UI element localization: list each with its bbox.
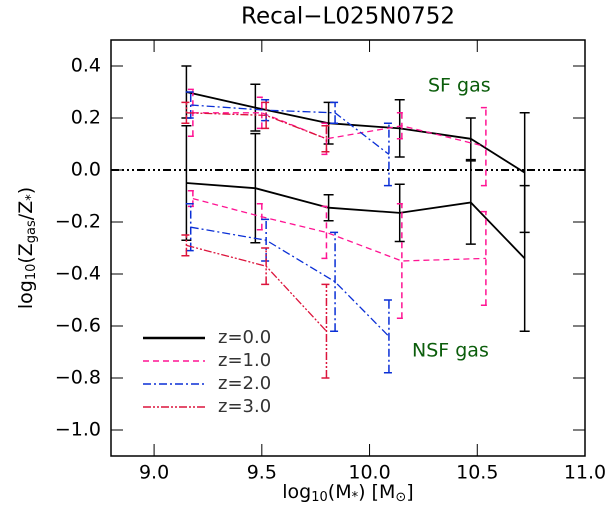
error-bar: [321, 283, 332, 379]
error-bar: [330, 231, 341, 332]
x-tick-label: 11.0: [564, 462, 606, 484]
x-tick-label: 9.0: [139, 462, 169, 484]
error-bar: [321, 125, 332, 153]
error-bar: [330, 101, 341, 124]
label-part: 10: [24, 264, 39, 281]
error-bar: [181, 101, 192, 124]
x-label: log10(M*) [M⊙]: [282, 481, 413, 505]
error-bar: [321, 205, 332, 260]
y-tick-label: 0.0: [71, 159, 101, 181]
error-bar: [185, 203, 196, 252]
label-part: log: [282, 481, 311, 503]
label-part: /Z: [15, 201, 37, 220]
x-tick-label: 10.0: [348, 462, 390, 484]
error-bar: [261, 247, 272, 286]
legend-label: z=1.0: [218, 350, 271, 371]
error-bar: [480, 106, 491, 187]
error-bar: [323, 193, 334, 222]
x-tick-label: 10.5: [456, 462, 498, 484]
label-part: (M: [328, 481, 352, 503]
error-bar: [465, 117, 476, 161]
legend-label: z=2.0: [218, 373, 271, 394]
series-line: [186, 244, 327, 332]
error-bar: [181, 234, 192, 257]
error-bar: [256, 203, 267, 231]
x-tick-label: 9.5: [247, 462, 277, 484]
legend-label: z=3.0: [218, 396, 271, 417]
error-bar: [250, 132, 261, 244]
error-bar: [396, 112, 407, 140]
y-tick-label: 0.4: [71, 55, 101, 77]
series-line: [190, 104, 390, 155]
label-part: (Z: [15, 243, 37, 263]
label-part: ) [M: [358, 481, 395, 503]
label-part: gas: [24, 220, 39, 243]
annotation: NSF gas: [412, 340, 489, 362]
chart-title: Recal−L025N0752: [241, 4, 455, 30]
error-bar: [261, 101, 272, 130]
label-part: log: [15, 280, 37, 309]
series-line: [192, 112, 487, 148]
error-bar: [396, 203, 407, 319]
label-part: ): [15, 187, 37, 194]
label-part: *: [352, 490, 359, 505]
annotation: SF gas: [428, 75, 491, 97]
y-tick-label: −0.6: [55, 315, 101, 337]
error-bar: [465, 160, 476, 245]
series-line: [190, 226, 390, 337]
error-bar: [480, 210, 491, 306]
error-bar: [394, 183, 405, 243]
y-tick-label: −0.4: [55, 263, 101, 285]
series-line: [186, 182, 526, 260]
legend-label: z=0.0: [218, 327, 271, 348]
y-tick-label: −1.0: [55, 419, 101, 441]
y-tick-label: −0.8: [55, 367, 101, 389]
label-part: *: [24, 194, 39, 201]
y-label: log10(Zgas/Z*): [15, 187, 39, 309]
error-bar: [383, 299, 394, 374]
error-bar: [185, 91, 196, 119]
error-bar: [383, 122, 394, 187]
error-bar: [394, 99, 405, 158]
label-part: ]: [406, 481, 413, 503]
label-part: 10: [311, 490, 328, 505]
series-line: [186, 112, 327, 140]
label-part: ⊙: [395, 490, 406, 505]
y-tick-label: 0.2: [71, 107, 101, 129]
plot-frame: [110, 39, 586, 457]
error-bar: [519, 184, 530, 332]
y-tick-label: −0.2: [55, 211, 101, 233]
error-bar: [250, 83, 261, 132]
